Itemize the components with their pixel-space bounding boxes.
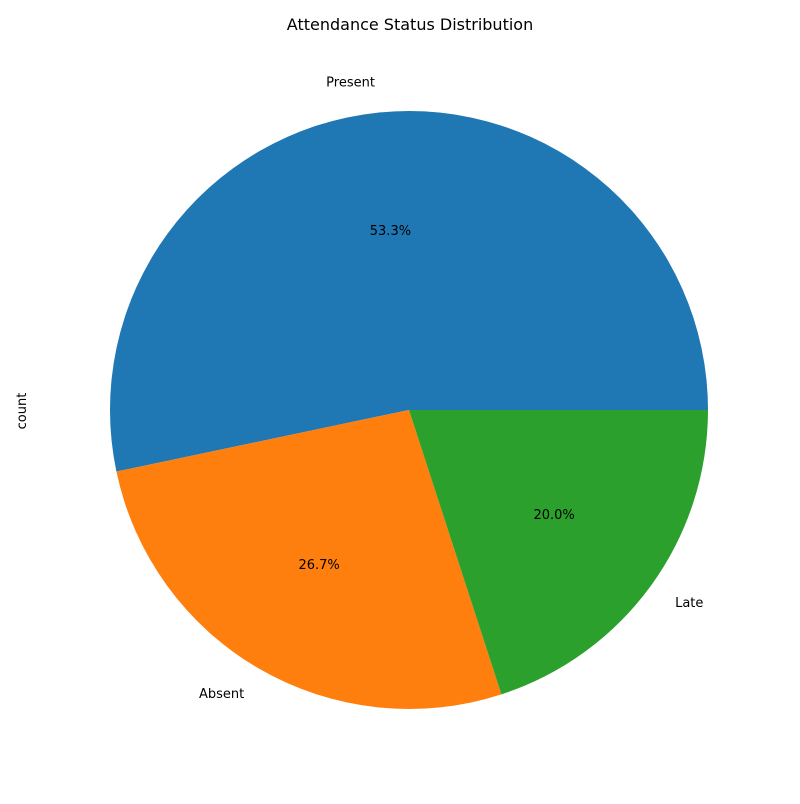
slice-percent-late: 20.0%: [533, 508, 574, 523]
pie-slices: [110, 110, 709, 709]
pie-labels: Present 53.3% Absent 26.7% Late 20.0%: [199, 75, 703, 702]
pie-slice-present: [110, 110, 709, 472]
slice-label-absent: Absent: [199, 687, 244, 702]
slice-label-present: Present: [326, 75, 375, 90]
slice-label-late: Late: [675, 596, 703, 611]
slice-percent-absent: 26.7%: [298, 558, 339, 573]
pie-slice-absent: [116, 410, 502, 709]
chart-title: Attendance Status Distribution: [287, 15, 533, 34]
y-axis-label: count: [15, 393, 30, 430]
slice-percent-present: 53.3%: [370, 224, 411, 239]
pie-slice-late: [409, 410, 708, 695]
